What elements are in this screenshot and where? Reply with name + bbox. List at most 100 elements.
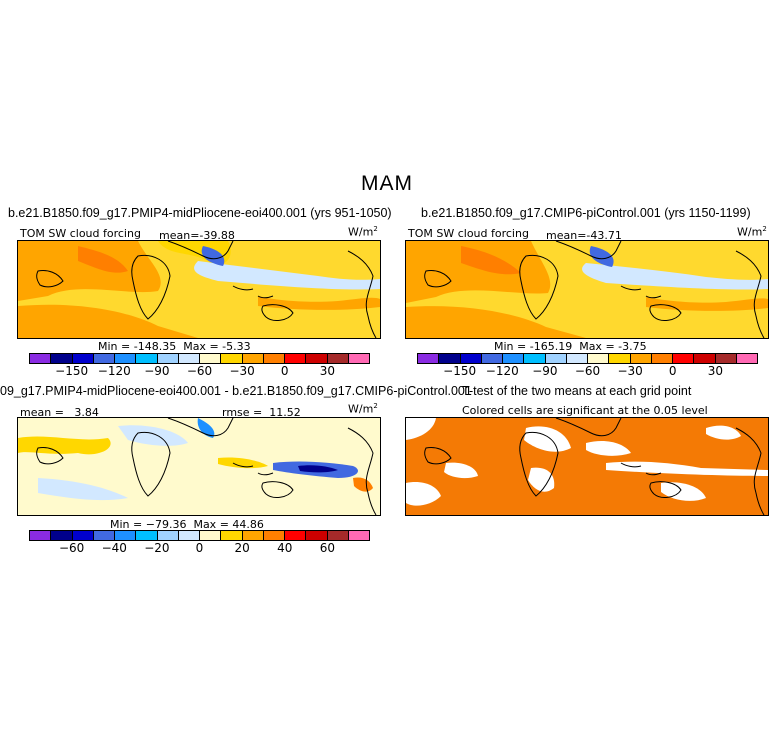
panel4-insig-patch-7 (586, 441, 631, 456)
panel3-yellow-patch-west (18, 436, 111, 455)
panel2-mean: mean=-43.71 (546, 229, 622, 242)
colorbar-tick-label: −90 (532, 364, 558, 378)
colorbar-swatch (221, 354, 243, 363)
colorbar-tick-label: −120 (97, 364, 131, 378)
panel3-minmax: Min = −79.36 Max = 44.86 (110, 518, 264, 531)
panel2-orange-band-east (646, 297, 768, 311)
panel2-dark-orange-patch (461, 246, 521, 275)
panel2-colorbar (417, 353, 758, 364)
colorbar-tick-label: −120 (485, 364, 519, 378)
season-title: MAM (361, 172, 413, 195)
colorbar-swatch (348, 354, 369, 363)
panel3-orange-patch (353, 477, 373, 492)
colorbar-tick-label: 30 (707, 364, 724, 378)
colorbar-swatch (651, 354, 673, 363)
colorbar-tick-label: 30 (319, 364, 336, 378)
panel1-colorbar (29, 353, 370, 364)
colorbar-swatch (221, 531, 243, 540)
panel2-coastline-australia (649, 304, 682, 321)
colorbar-swatch (285, 531, 307, 540)
colorbar-swatch (242, 354, 264, 363)
panel4-insig-patch-8 (706, 425, 741, 440)
panel1-dark-orange-patch (78, 246, 128, 273)
panel3-coastline-asia (167, 418, 234, 437)
panel3-colorbar (29, 530, 370, 541)
panel2-orange-band-south (406, 306, 586, 338)
colorbar-tick-label: −60 (58, 541, 85, 555)
panel3-coastline-africa (131, 431, 171, 497)
colorbar-swatch (327, 354, 349, 363)
panel4-coastline-americas-east (735, 427, 765, 515)
panel4-coastline-asia (555, 418, 622, 437)
panel1-coastline-africa (131, 254, 171, 320)
colorbar-tick-label: 0 (280, 364, 289, 378)
panel3-yellow-patch-east (218, 457, 268, 469)
colorbar-swatch (242, 531, 264, 540)
panel1-map-svg (18, 241, 380, 338)
colorbar-swatch (263, 531, 285, 540)
colorbar-swatch (157, 531, 179, 540)
panel4-insig-patch-1 (406, 418, 436, 440)
panel4-coastline-africa (519, 431, 559, 497)
panel4-title: T-test of the two means at each grid poi… (462, 384, 692, 398)
colorbar-tick-label: −90 (144, 364, 170, 378)
colorbar-swatch (630, 354, 652, 363)
panel3-units: W/m2 (348, 402, 378, 416)
panel2-orange-band-north (406, 241, 551, 303)
panel3-coastline-americas (36, 447, 64, 465)
panel3-map (17, 417, 381, 516)
colorbar-swatch (545, 354, 567, 363)
colorbar-swatch (285, 354, 307, 363)
panel3-coastline-islands (232, 462, 274, 476)
colorbar-swatch (588, 354, 610, 363)
panel2-map (405, 240, 769, 339)
colorbar-swatch (200, 354, 222, 363)
panel1-title: b.e21.B1850.f09_g17.PMIP4-midPliocene-eo… (8, 206, 392, 220)
colorbar-swatch (115, 354, 137, 363)
colorbar-tick-label: −60 (186, 364, 213, 378)
panel4-subtitle: Colored cells are significant at the 0.0… (462, 404, 708, 417)
panel1-blue-band (194, 261, 380, 290)
panel4-insig-patch-4 (444, 462, 478, 479)
panel1-blue-patch (201, 246, 225, 266)
panel4-insig-patch-3 (606, 461, 768, 476)
colorbar-swatch (715, 354, 737, 363)
panel2-blue-band (582, 263, 768, 290)
panel4-coastline-australia (649, 481, 682, 498)
colorbar-tick-label: −150 (55, 364, 89, 378)
colorbar-swatch (736, 354, 757, 363)
colorbar-swatch (673, 354, 695, 363)
panel1-coastline-australia (261, 304, 294, 321)
panel3-rmse: rmse = 11.52 (222, 406, 301, 419)
panel2-map-svg (406, 241, 768, 338)
panel3-light-blue-patch (118, 425, 188, 446)
panel4-insig-patch-5 (406, 482, 441, 506)
colorbar-swatch (178, 354, 200, 363)
colorbar-swatch (439, 354, 461, 363)
colorbar-swatch (694, 354, 716, 363)
panel2-coastline-americas-east (735, 250, 765, 338)
colorbar-swatch (418, 354, 440, 363)
colorbar-tick-label: 60 (319, 541, 336, 555)
panel1-left-label: TOM SW cloud forcing (20, 227, 141, 240)
panel3-coastline-americas-east (347, 427, 377, 515)
panel1-coastline-americas (36, 270, 64, 288)
colorbar-swatch (51, 354, 73, 363)
panel4-map (405, 417, 769, 516)
colorbar-swatch (306, 531, 328, 540)
colorbar-tick-label: 0 (195, 541, 204, 555)
panel2-blue-patch (589, 246, 614, 267)
panel1-mean: mean=-39.88 (159, 229, 235, 242)
panel1-units: W/m2 (348, 225, 378, 239)
panel2-title: b.e21.B1850.f09_g17.CMIP6-piControl.001 … (421, 206, 751, 220)
panel3-dark-blue-core (298, 465, 338, 473)
colorbar-swatch (30, 354, 52, 363)
panel1-coastline-islands (232, 285, 274, 299)
panel3-map-svg (18, 418, 380, 515)
colorbar-swatch (503, 354, 525, 363)
colorbar-tick-label: −40 (101, 541, 127, 555)
colorbar-swatch (136, 354, 158, 363)
panel1-coastline-americas-east (347, 250, 377, 338)
panel3-light-blue-patch-south (38, 478, 128, 501)
colorbar-swatch (157, 354, 179, 363)
